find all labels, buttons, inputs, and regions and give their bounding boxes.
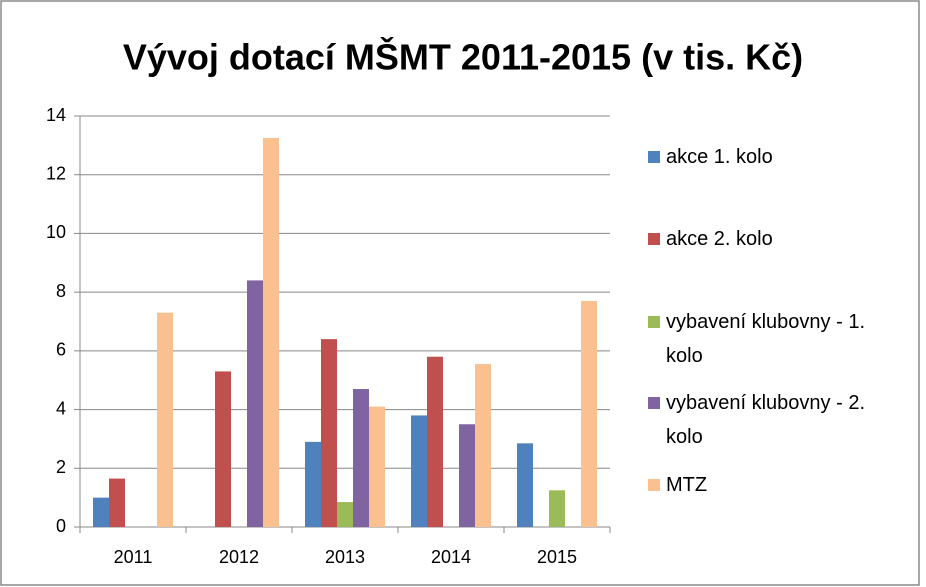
bar bbox=[411, 415, 427, 527]
bar bbox=[337, 502, 353, 527]
legend-item: vybavení klubovny - 1. kolo bbox=[648, 305, 898, 373]
x-tick-label: 2012 bbox=[219, 547, 259, 567]
legend-item: vybavení klubovny - 2. kolo bbox=[648, 386, 898, 454]
bar bbox=[93, 497, 109, 527]
legend-item: akce 1. kolo bbox=[648, 140, 773, 174]
x-tick-label: 2014 bbox=[431, 547, 471, 567]
y-tick-label: 12 bbox=[46, 163, 66, 183]
legend-label: MTZ bbox=[666, 474, 708, 496]
bar bbox=[263, 138, 279, 527]
bar bbox=[247, 280, 263, 527]
legend-label: vybavení klubovny - 2. kolo bbox=[666, 392, 865, 448]
legend-swatch bbox=[648, 397, 660, 409]
legend-item: MTZ bbox=[648, 468, 707, 502]
y-tick-label: 4 bbox=[56, 398, 66, 418]
bar bbox=[215, 371, 231, 527]
x-tick-label: 2011 bbox=[114, 547, 153, 567]
y-tick-label: 6 bbox=[56, 340, 66, 360]
legend-swatch bbox=[648, 316, 660, 328]
chart-title: Vývoj dotací MŠMT 2011-2015 (v tis. Kč) bbox=[123, 36, 803, 78]
y-tick-label: 8 bbox=[56, 281, 66, 301]
y-tick-label: 0 bbox=[56, 516, 66, 536]
bar bbox=[517, 443, 533, 527]
bar bbox=[549, 490, 565, 527]
legend-swatch bbox=[648, 233, 660, 245]
bar bbox=[157, 312, 173, 527]
legend-swatch bbox=[648, 151, 660, 163]
bar bbox=[427, 356, 443, 527]
bar bbox=[475, 364, 491, 527]
x-tick-label: 2013 bbox=[325, 547, 365, 567]
legend-item: akce 2. kolo bbox=[648, 222, 773, 256]
bar bbox=[321, 339, 337, 527]
legend-label: akce 2. kolo bbox=[666, 228, 773, 250]
bar bbox=[109, 478, 125, 527]
x-tick-label: 2015 bbox=[537, 547, 577, 567]
bar bbox=[353, 389, 369, 527]
y-tick-label: 2 bbox=[56, 457, 66, 477]
bar bbox=[305, 441, 321, 527]
bar bbox=[581, 300, 597, 527]
legend-label: akce 1. kolo bbox=[666, 146, 773, 168]
y-tick-label: 10 bbox=[46, 222, 66, 242]
legend-swatch bbox=[648, 479, 660, 491]
y-tick-label: 14 bbox=[46, 105, 66, 125]
bar bbox=[369, 406, 385, 527]
bar bbox=[459, 424, 475, 527]
legend-label: vybavení klubovny - 1. kolo bbox=[666, 311, 865, 367]
